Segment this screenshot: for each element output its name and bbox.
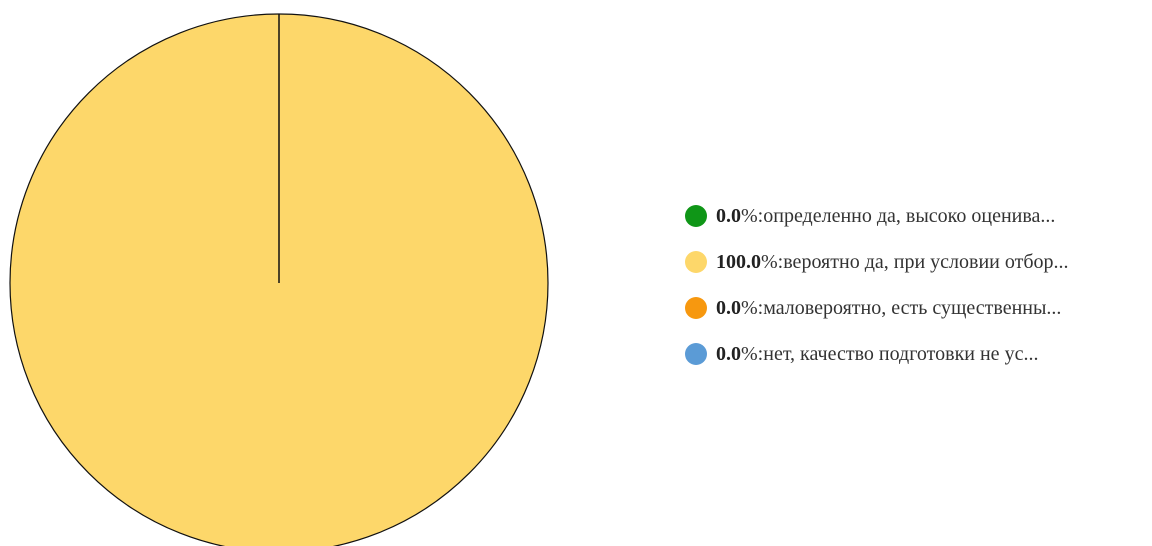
legend-percent-sign: % (741, 296, 758, 319)
legend-item-definitely-yes: 0.0%: определенно да, высоко оценива... (685, 204, 1150, 228)
legend-separator: : (757, 342, 764, 365)
legend-swatch-yellow (685, 251, 707, 273)
legend-item-probably-yes: 100.0%: вероятно да, при условии отбор..… (685, 250, 1150, 274)
legend-value: 0.0 (716, 296, 741, 319)
legend-value: 0.0 (716, 342, 741, 365)
legend-percent-sign: % (761, 250, 778, 273)
legend-separator: : (757, 296, 764, 319)
legend-swatch-blue (685, 343, 707, 365)
legend-label: нет, качество подготовки не ус... (763, 342, 1039, 365)
legend-label: определенно да, высоко оценива... (763, 204, 1056, 227)
legend-percent-sign: % (741, 204, 758, 227)
legend-label: маловероятно, есть существенны... (763, 296, 1062, 319)
legend-item-unlikely: 0.0%: маловероятно, есть существенны... (685, 296, 1150, 320)
legend-label: вероятно да, при условии отбор... (783, 250, 1069, 273)
legend-value: 100.0 (716, 250, 761, 273)
legend-value: 0.0 (716, 204, 741, 227)
legend-swatch-green (685, 205, 707, 227)
legend-separator: : (757, 204, 764, 227)
pie-chart (9, 13, 549, 546)
legend-separator: : (777, 250, 784, 273)
legend-swatch-orange (685, 297, 707, 319)
chart-legend: 0.0%: определенно да, высоко оценива... … (685, 204, 1150, 388)
legend-percent-sign: % (741, 342, 758, 365)
legend-item-no: 0.0%: нет, качество подготовки не ус... (685, 342, 1150, 366)
pie-slice-probably-yes (9, 13, 549, 546)
